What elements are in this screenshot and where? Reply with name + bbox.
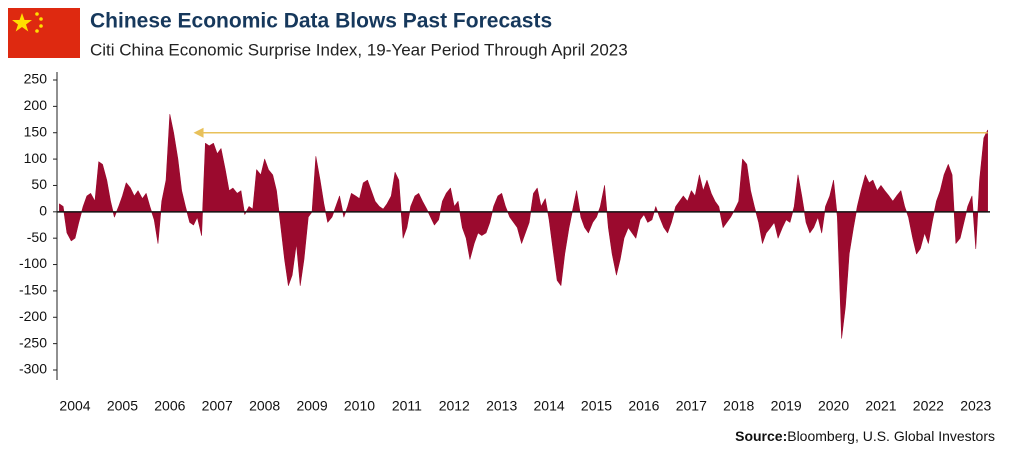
x-tick-label: 2012 — [439, 398, 470, 414]
chart-title: Chinese Economic Data Blows Past Forecas… — [90, 10, 552, 33]
x-tick-label: 2009 — [296, 398, 327, 414]
y-tick-label: -150 — [19, 282, 47, 298]
x-tick-label: 2015 — [581, 398, 612, 414]
y-tick-label: 50 — [31, 176, 47, 192]
source-text: Bloomberg, U.S. Global Investors — [787, 428, 995, 444]
y-tick-label: -200 — [19, 308, 47, 324]
x-tick-label: 2019 — [771, 398, 802, 414]
y-tick-label: 250 — [24, 71, 48, 87]
x-tick-label: 2004 — [59, 398, 90, 414]
china-flag — [8, 8, 80, 58]
x-tick-label: 2005 — [107, 398, 138, 414]
y-tick-label: 100 — [24, 150, 48, 166]
x-tick-label: 2011 — [392, 398, 422, 414]
x-tick-label: 2013 — [486, 398, 517, 414]
x-tick-label: 2007 — [202, 398, 233, 414]
chart-subtitle: Citi China Economic Surprise Index, 19-Y… — [90, 40, 628, 59]
x-tick-label: 2017 — [676, 398, 707, 414]
x-tick-label: 2021 — [865, 398, 896, 414]
y-tick-label: -50 — [27, 229, 47, 245]
x-tick-label: 2006 — [154, 398, 185, 414]
arrow-head — [193, 127, 204, 138]
y-tick-label: -100 — [19, 255, 47, 271]
x-tick-label: 2008 — [249, 398, 280, 414]
x-tick-label: 2010 — [344, 398, 375, 414]
area — [59, 113, 988, 339]
x-tick-label: 2016 — [628, 398, 659, 414]
y-tick-label: 150 — [24, 123, 48, 139]
x-tick-label: 2014 — [534, 398, 565, 414]
x-tick-label: 2020 — [818, 398, 849, 414]
y-tick-label: 200 — [24, 97, 48, 113]
source: Source:Bloomberg, U.S. Global Investors — [735, 428, 995, 444]
x-tick-label: 2022 — [913, 398, 944, 414]
x-tick-label: 2023 — [960, 398, 991, 414]
y-tick-label: 0 — [39, 203, 47, 219]
y-tick-label: -250 — [19, 334, 47, 350]
y-tick-label: -300 — [19, 361, 47, 377]
x-tick-label: 2018 — [723, 398, 754, 414]
source-label: Source: — [735, 428, 787, 444]
